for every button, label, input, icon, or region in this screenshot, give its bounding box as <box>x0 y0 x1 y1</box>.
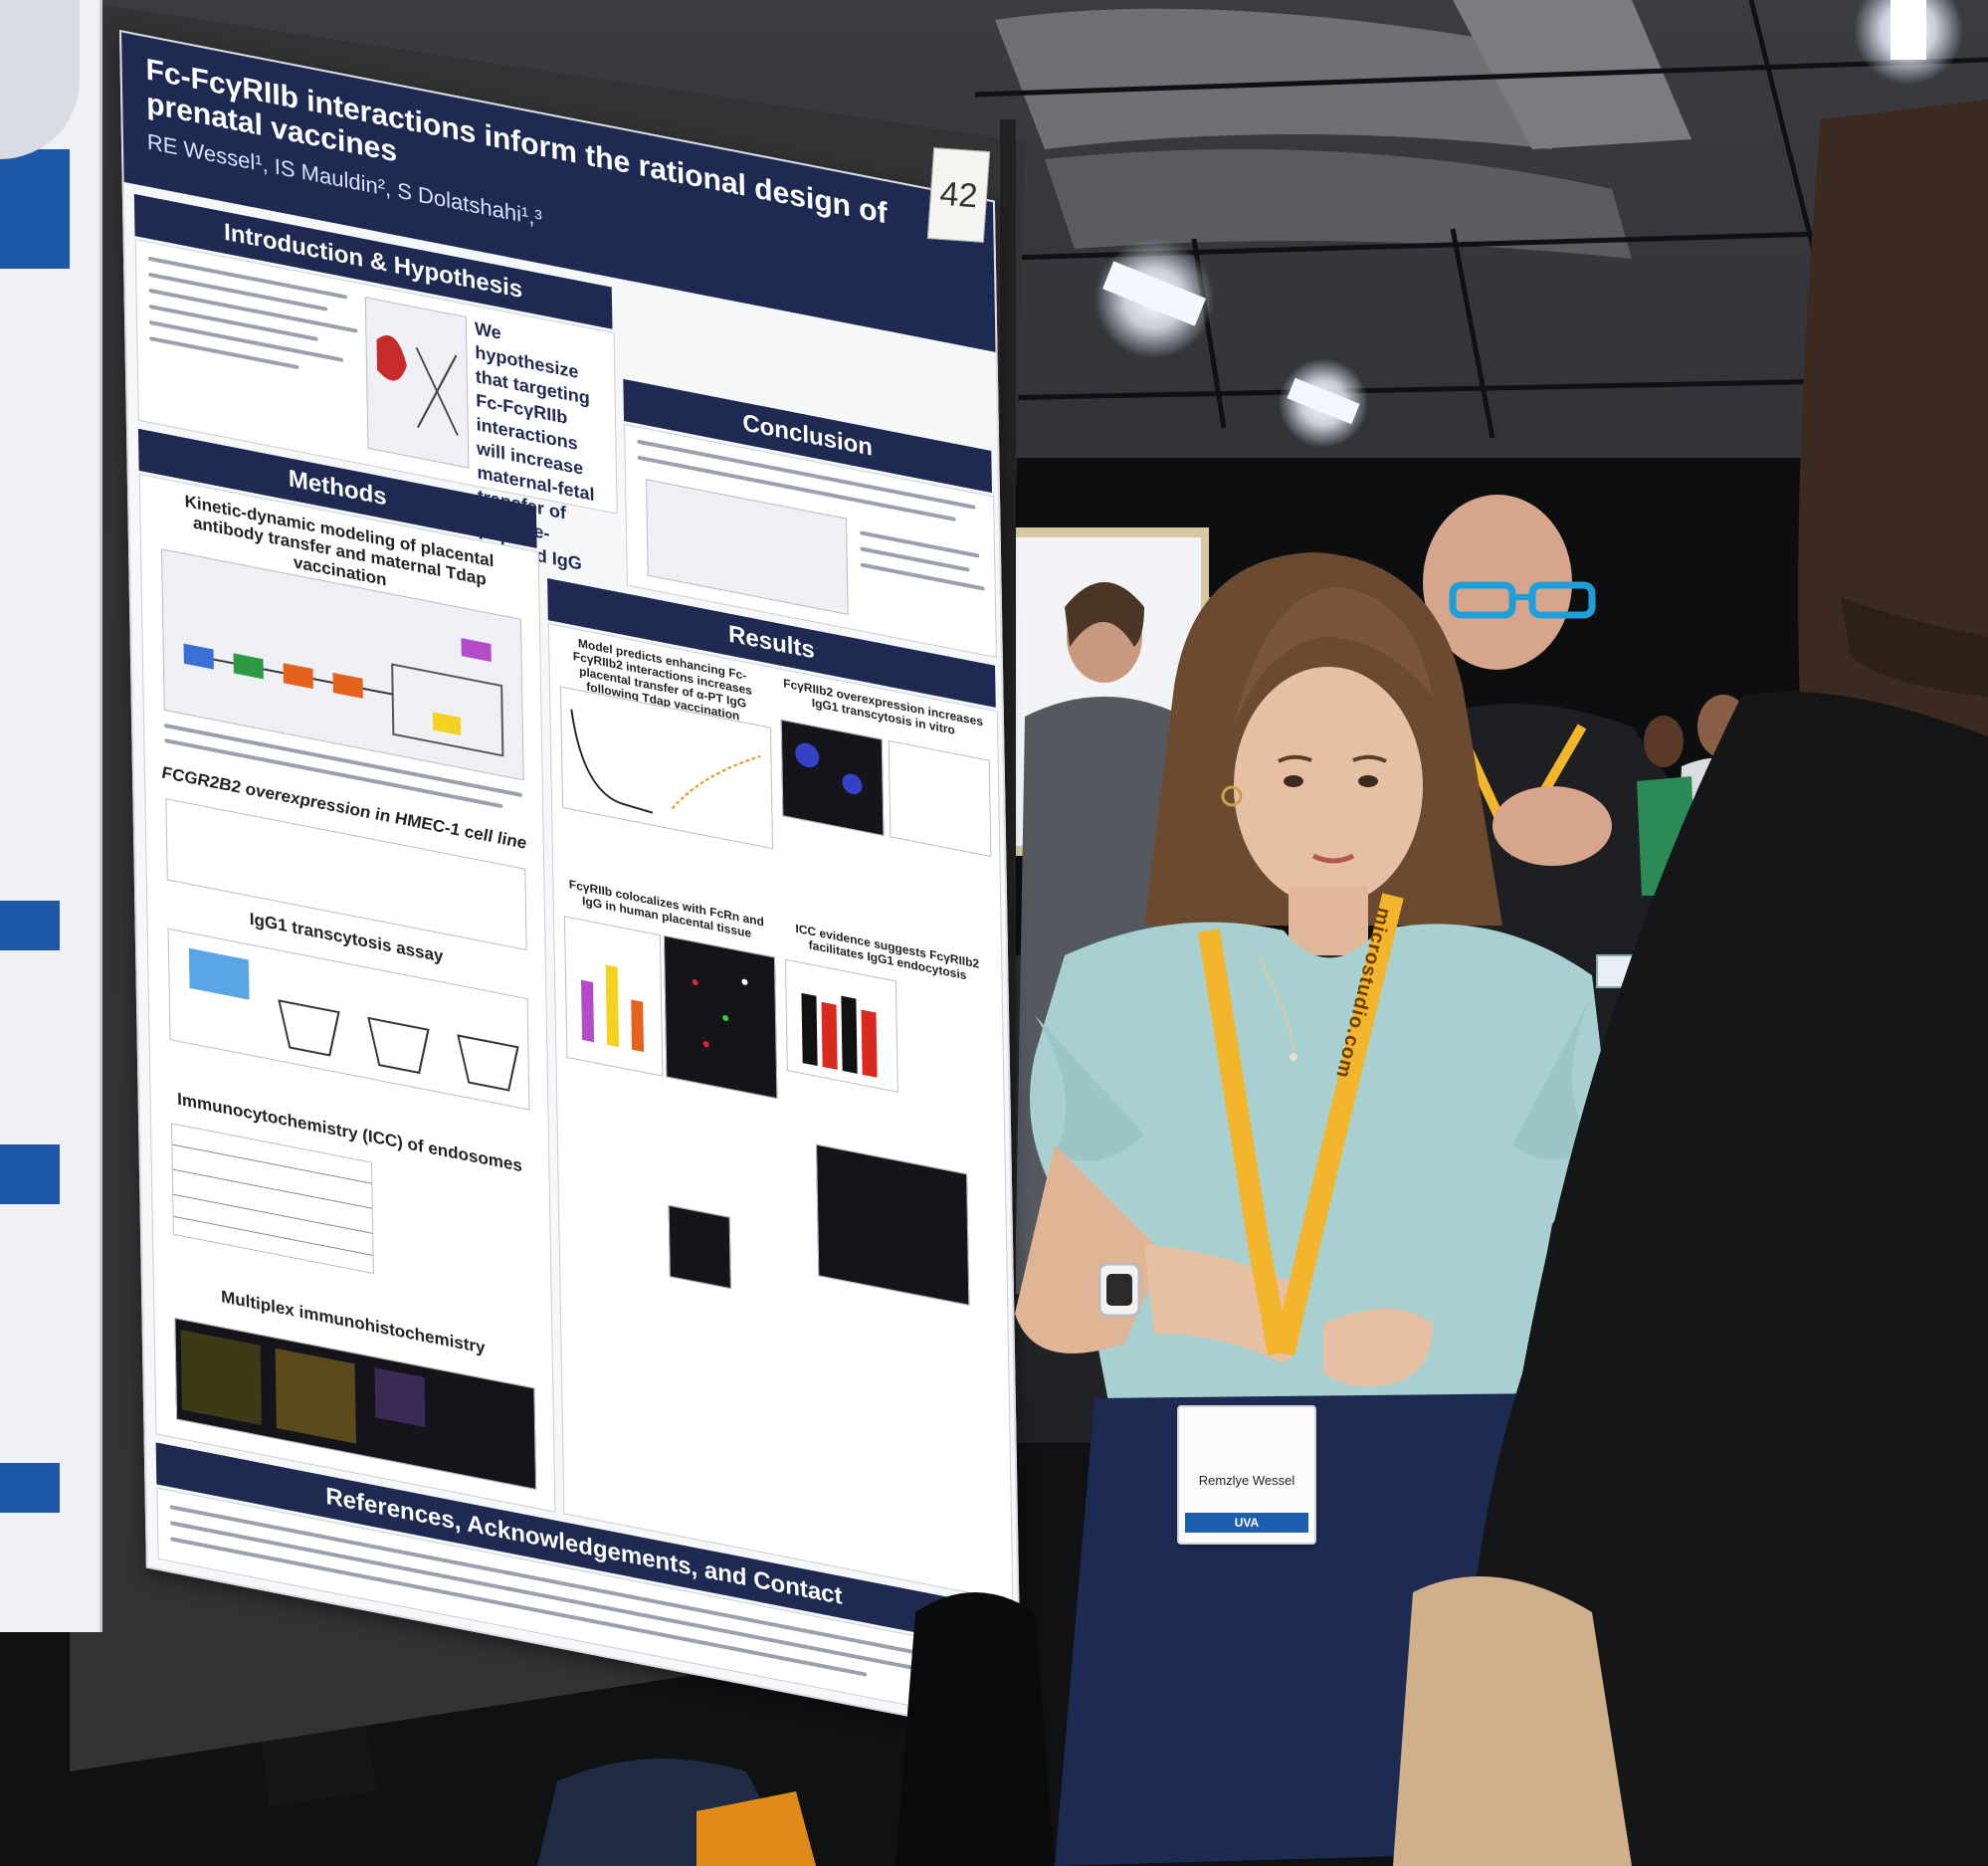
icc-barplot <box>784 958 898 1093</box>
research-poster: Fc-FcγRIIb interactions inform the ratio… <box>119 30 1022 1759</box>
model-prediction-plots <box>559 686 774 850</box>
intro-diagram <box>364 297 470 469</box>
transcytosis-assay-diagram <box>167 928 530 1111</box>
badge-org: UVA <box>1185 1513 1308 1533</box>
badge-name: Remzlye Wessel <box>1198 1473 1295 1488</box>
ihc-tissue-images <box>174 1318 537 1490</box>
transcytosis-microscopy <box>780 719 885 837</box>
adjacent-poster <box>0 0 102 1632</box>
poster-sheet: Fc-FcγRIIb interactions inform the ratio… <box>119 30 1022 1740</box>
colocalization-images <box>663 934 778 1100</box>
name-badge: Remzlye Wessel UVA <box>1177 1405 1316 1545</box>
colocalization-boxplot <box>563 916 664 1077</box>
kinetic-model-diagram <box>160 548 524 781</box>
results-panel: Model predicts enhancing Fc-FcγRIIb2 int… <box>547 623 1014 1602</box>
methods-panel: Kinetic-dynamic modeling of placental an… <box>138 473 556 1513</box>
intro-panel: We hypothesize that targeting Fc-FcγRIIb… <box>134 239 618 574</box>
